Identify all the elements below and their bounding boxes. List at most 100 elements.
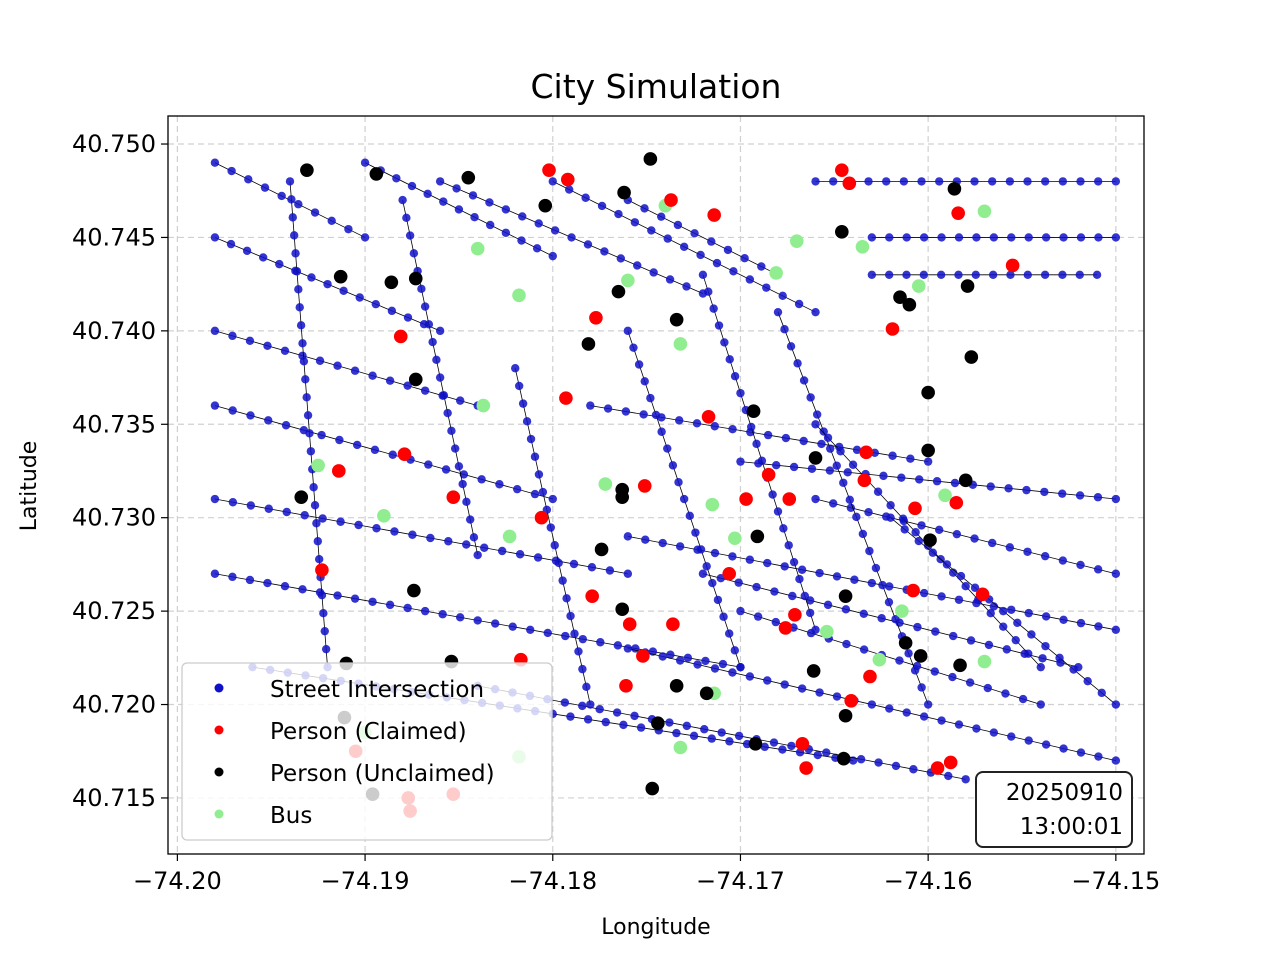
street-intersection xyxy=(1111,233,1121,242)
street-intersection xyxy=(550,541,559,550)
street-intersection xyxy=(1069,665,1078,674)
person-claimed-marker xyxy=(622,617,637,631)
street-intersection xyxy=(318,514,327,523)
street-intersection xyxy=(439,391,449,400)
street-intersection xyxy=(407,181,417,191)
street-intersection xyxy=(961,775,970,784)
street-intersection xyxy=(526,625,535,634)
street-intersection xyxy=(691,528,700,537)
street-intersection xyxy=(420,302,430,311)
street-intersection xyxy=(811,177,820,186)
street-intersection xyxy=(665,275,675,284)
street-intersection xyxy=(473,616,482,625)
street-intersection xyxy=(298,339,307,348)
person-claimed-marker xyxy=(844,693,858,708)
street-intersection xyxy=(692,419,702,428)
street-intersection xyxy=(1111,756,1121,765)
street-intersection xyxy=(320,626,329,636)
street-intersection xyxy=(459,470,469,479)
street-intersection xyxy=(368,597,377,606)
street-intersection xyxy=(1023,547,1032,556)
street-intersection xyxy=(319,608,328,618)
street-intersection xyxy=(878,580,887,590)
person-unclaimed-marker xyxy=(333,269,348,284)
street-intersection xyxy=(895,656,904,665)
street-intersection xyxy=(578,664,587,674)
street-intersection xyxy=(682,282,691,291)
street-intersection xyxy=(287,195,296,204)
chart-title: City Simulation xyxy=(531,67,782,106)
street-intersection xyxy=(291,249,300,258)
street-intersection xyxy=(885,582,894,591)
street-intersection xyxy=(578,634,587,644)
street-intersection xyxy=(313,537,323,546)
person-claimed-marker xyxy=(560,172,575,187)
street-intersection xyxy=(950,478,960,488)
street-intersection xyxy=(690,229,699,238)
street-intersection xyxy=(458,479,467,489)
street-intersection xyxy=(843,468,852,477)
street-segment xyxy=(702,573,1079,668)
person-unclaimed-marker xyxy=(835,225,849,239)
street-intersection xyxy=(799,376,809,385)
street-intersection xyxy=(917,683,926,692)
street-intersection xyxy=(355,293,364,302)
street-intersection xyxy=(511,364,520,373)
street-intersection xyxy=(1058,489,1067,498)
street-intersection xyxy=(701,656,710,666)
street-intersection xyxy=(746,422,756,432)
street-intersection xyxy=(228,572,237,582)
street-intersection xyxy=(795,574,804,584)
street-intersection xyxy=(350,366,360,375)
street-intersection xyxy=(246,501,256,510)
street-intersection xyxy=(768,490,777,499)
street-intersection xyxy=(672,728,681,738)
street-intersection xyxy=(600,247,609,256)
person-claimed-marker xyxy=(799,761,813,775)
street-intersection xyxy=(841,605,851,614)
bus-marker xyxy=(977,204,992,219)
street-intersection xyxy=(689,731,699,741)
street-intersection xyxy=(228,498,238,507)
bus-marker xyxy=(470,241,485,256)
bus-marker xyxy=(598,477,613,491)
street-intersection xyxy=(1058,177,1068,186)
street-intersection xyxy=(657,212,666,221)
street-intersection xyxy=(789,462,799,472)
bus-marker xyxy=(855,239,870,254)
street-intersection xyxy=(778,291,787,301)
person-claimed-marker xyxy=(559,391,573,405)
street-intersection xyxy=(420,386,430,395)
person-unclaimed-marker xyxy=(964,350,979,364)
street-intersection xyxy=(763,430,773,440)
street-intersection xyxy=(948,631,958,641)
person-claimed-marker xyxy=(332,464,346,478)
street-intersection xyxy=(906,454,915,463)
street-intersection xyxy=(673,220,683,230)
person-unclaimed-marker xyxy=(461,170,476,185)
street-intersection xyxy=(944,771,953,781)
street-intersection xyxy=(813,750,822,760)
street-intersection xyxy=(707,237,716,246)
street-intersection xyxy=(323,279,332,289)
street-intersection xyxy=(623,326,633,336)
street-intersection xyxy=(305,429,314,438)
street-intersection xyxy=(560,698,570,707)
street-intersection xyxy=(368,371,377,380)
street-intersection xyxy=(784,541,793,550)
street-intersection xyxy=(246,411,255,420)
street-intersection xyxy=(517,236,526,245)
street-intersection xyxy=(583,240,593,249)
street-intersection xyxy=(839,478,848,487)
street-intersection xyxy=(530,489,540,499)
street-intersection xyxy=(734,578,743,587)
street-intersection xyxy=(937,233,946,242)
legend-label-person-claimed: Person (Claimed) xyxy=(270,719,467,745)
street-intersection xyxy=(919,588,929,598)
street-intersection xyxy=(675,416,684,425)
street-intersection xyxy=(902,708,911,717)
street-intersection xyxy=(298,585,307,594)
legend-label-street-intersection: Street Intersection xyxy=(270,677,484,703)
street-intersection xyxy=(858,529,868,539)
